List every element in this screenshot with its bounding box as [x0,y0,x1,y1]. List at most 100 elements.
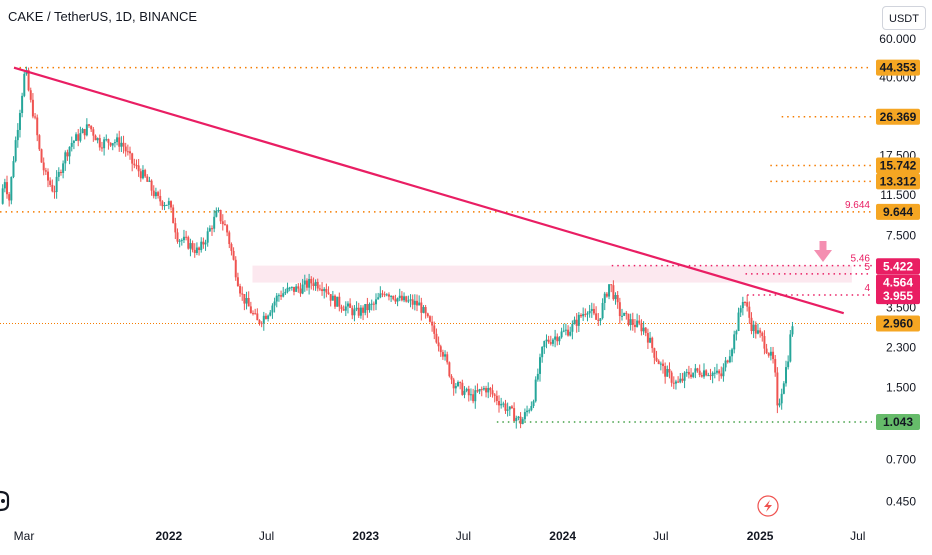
candle [318,284,321,292]
candle [465,387,468,393]
candle [375,293,378,311]
candle-body [789,334,792,362]
candle [405,295,408,303]
candle [614,292,617,305]
candle [314,279,317,291]
candle [785,360,788,387]
candle-body [569,331,572,336]
candle-body [260,323,263,325]
candle-body [485,388,488,393]
candle [163,202,166,211]
candle [116,133,119,146]
candle [409,294,412,308]
candle [81,127,84,134]
candle [454,382,457,394]
candle [610,284,613,293]
candle [299,282,302,297]
candle [394,294,397,305]
candle-body [172,207,175,224]
candle [98,134,101,151]
candle-body [426,313,429,317]
candle [482,385,485,391]
candle-body [728,356,731,363]
candle [707,372,710,377]
candle [474,385,477,409]
candle-body [68,146,71,157]
candle [439,344,442,357]
lightning-bolt-icon[interactable] [757,495,779,517]
candle-body [519,416,522,424]
currency-button[interactable]: USDT [882,6,926,30]
candle [510,405,513,410]
candle [776,367,779,414]
tradingview-logo-icon[interactable] [0,490,12,512]
candle [441,349,444,360]
candle-body [364,303,367,313]
candle [398,288,401,302]
candle-body [433,325,436,334]
candle [131,152,134,172]
candle [498,395,501,413]
candle-body [733,334,736,350]
candle-body [6,182,9,195]
candle [782,381,785,395]
candle-body [241,293,244,295]
candle [513,402,516,422]
candle [457,380,460,388]
candle-body [785,367,788,384]
candle-body [226,225,229,233]
candle [331,290,334,301]
candle-body [532,401,535,407]
candle-body [98,138,101,148]
price-label: 1.043 [876,414,920,431]
candle [139,168,142,182]
candle-body [482,388,485,390]
candle [349,298,352,308]
candle [148,176,151,183]
candle-body [318,288,321,290]
candle [385,293,388,297]
candle-body [776,372,779,406]
candle-body [351,307,354,316]
candle-body [780,393,783,404]
candle [541,346,544,363]
candle [731,347,734,363]
candle-body [79,133,82,141]
candle [241,286,244,301]
candle-body [129,151,132,154]
candle-body [381,293,384,295]
candle-body [513,408,516,422]
candle [653,347,656,365]
candle [789,329,792,363]
candle-body [390,295,393,297]
candle [469,388,472,401]
candle-body [662,363,665,367]
candle-body [249,306,252,314]
candle [157,190,160,199]
candle-body [487,387,490,393]
candle [230,242,233,256]
candle-body [185,236,188,238]
candle [103,136,106,156]
candle [659,361,662,371]
candle-body [698,370,701,376]
candle-body [741,302,744,309]
candle [623,312,626,317]
candle [70,136,73,152]
candle-body [53,191,56,193]
candle-body [189,243,192,249]
candle [301,278,304,295]
x-tick-label: Jul [653,529,668,543]
candle-body [416,300,419,306]
candle [431,315,434,332]
down-arrow-icon [814,241,832,262]
candle-body [3,182,6,189]
candle [571,320,574,340]
candle [411,294,414,310]
candle-body [34,116,37,118]
candle-body [288,287,291,289]
candle [526,405,529,417]
candle-body [267,315,270,319]
